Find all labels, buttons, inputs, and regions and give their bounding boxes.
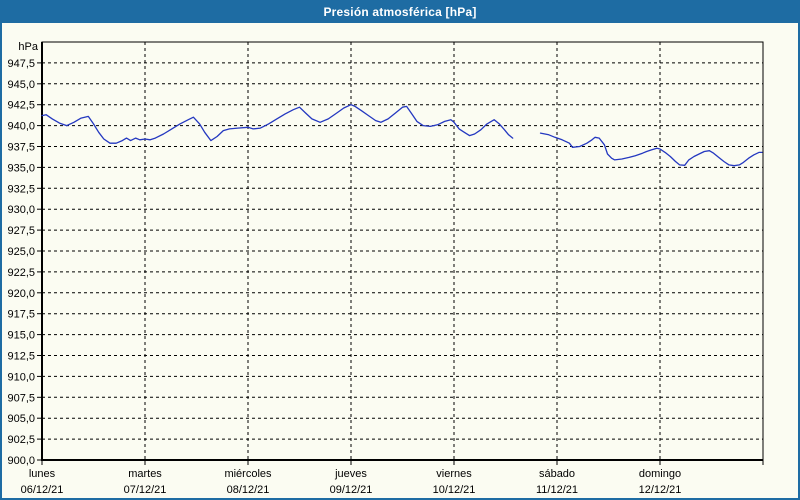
x-axis-day-name: martes xyxy=(128,468,162,480)
x-axis-day-date: 11/12/21 xyxy=(536,484,578,496)
pressure-line-segment xyxy=(41,104,514,144)
x-axis-day-date: 09/12/21 xyxy=(330,484,373,496)
x-axis-day-name: lunes xyxy=(29,468,56,480)
y-axis-tick-label: 922,5 xyxy=(7,267,35,279)
y-axis-tick-label: 910,0 xyxy=(7,371,35,383)
y-axis-tick-label: 942,5 xyxy=(7,100,35,112)
x-axis-day-name: viernes xyxy=(436,468,472,480)
y-axis-tick-label: 927,5 xyxy=(7,225,35,237)
x-axis-day-name: domingo xyxy=(639,468,681,480)
x-axis-day-date: 12/12/21 xyxy=(639,484,682,496)
y-axis-tick-label: 907,5 xyxy=(7,392,35,404)
y-axis-tick-label: 930,0 xyxy=(7,204,35,216)
x-axis-day-name: jueves xyxy=(334,468,367,480)
y-axis-tick-label: 912,5 xyxy=(7,351,35,363)
y-axis-tick-label: 932,5 xyxy=(7,183,35,195)
y-axis-tick-label: 925,0 xyxy=(7,246,35,258)
window-titlebar: Presión atmosférica [hPa] xyxy=(2,2,798,23)
y-axis-tick-label: 915,0 xyxy=(7,330,35,342)
y-axis-tick-label: 902,5 xyxy=(7,434,35,446)
pressure-line-segment xyxy=(539,132,763,167)
y-axis-tick-label: 940,0 xyxy=(7,121,35,133)
x-axis-day-name: miércoles xyxy=(224,468,272,480)
x-axis-day-date: 07/12/21 xyxy=(124,484,167,496)
x-axis-day-date: 06/12/21 xyxy=(21,484,64,496)
y-axis-tick-label: 900,0 xyxy=(7,455,35,467)
y-axis-tick-label: 947,5 xyxy=(7,58,35,70)
y-axis-tick-label: 945,0 xyxy=(7,79,35,91)
y-axis-tick-label: 905,0 xyxy=(7,413,35,425)
y-axis-tick-label: 935,0 xyxy=(7,162,35,174)
y-axis-tick-label: 920,0 xyxy=(7,288,35,300)
x-axis-day-date: 10/12/21 xyxy=(433,484,476,496)
window-title: Presión atmosférica [hPa] xyxy=(323,5,477,19)
y-axis-tick-label: 937,5 xyxy=(7,142,35,154)
y-axis-tick-label: 917,5 xyxy=(7,309,35,321)
x-axis-day-name: sábado xyxy=(539,468,575,480)
y-axis-unit-label: hPa xyxy=(18,41,38,53)
x-axis-day-date: 08/12/21 xyxy=(227,484,270,496)
